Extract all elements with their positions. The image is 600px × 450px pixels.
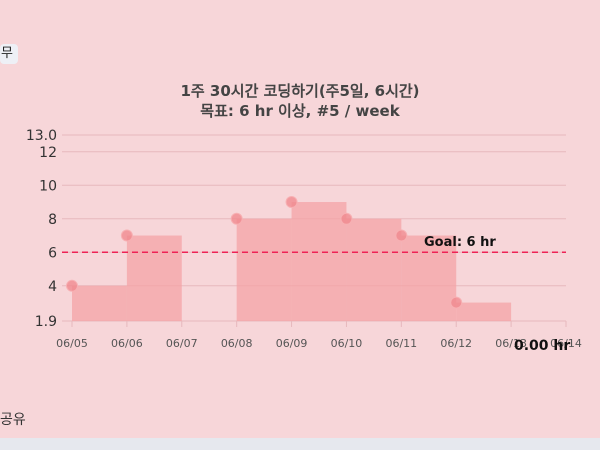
data-point[interactable] [120, 229, 133, 242]
data-point[interactable] [285, 196, 298, 209]
x-tick-label: 06/11 [385, 337, 417, 350]
goal-label: Goal: 6 hr [424, 235, 496, 250]
y-tick-label: 8 [48, 212, 57, 228]
x-tick-label: 06/07 [166, 337, 198, 350]
x-tick-label: 06/13 [495, 337, 527, 350]
y-tick-label: 4 [48, 279, 57, 295]
bar [126, 235, 182, 321]
x-tick-label: 06/06 [111, 337, 143, 350]
total-hours-label: 0.00 hr [514, 338, 570, 354]
share-label[interactable]: 공유 [0, 412, 26, 428]
y-tick-label: 1.9 [35, 314, 57, 330]
bottom-scroll-strip [0, 438, 600, 450]
y-tick-label: 13.0 [26, 128, 57, 144]
chart-subtitle: 목표: 6 hr 이상, #5 / week [200, 102, 400, 120]
y-axis-ticks: 13.012 10 8 6 4 1.9 [26, 128, 57, 330]
bar [346, 218, 402, 321]
bar [72, 285, 127, 321]
data-point[interactable] [230, 212, 243, 225]
side-tab-label[interactable]: 무 [0, 44, 18, 64]
x-tick-label: 06/08 [221, 337, 253, 350]
bar [456, 302, 512, 321]
bar [291, 202, 347, 321]
y-tick-label: 6 [48, 245, 57, 261]
bar [236, 218, 292, 321]
x-tick-label: 06/12 [440, 337, 472, 350]
x-tick-label: 06/05 [56, 337, 88, 350]
y-tick-label: 12 [39, 145, 57, 161]
bar [401, 235, 457, 321]
x-axis-ticks: 06/05 06/06 06/07 06/08 06/09 06/10 06/11 06/12… [56, 337, 582, 350]
data-point[interactable] [450, 296, 463, 309]
data-point[interactable] [340, 212, 353, 225]
chart-title: 1주 30시간 코딩하기(주5일, 6시간) [180, 82, 419, 100]
data-point[interactable] [395, 229, 408, 242]
bar-series [72, 202, 512, 321]
data-point[interactable] [66, 279, 78, 292]
x-tick-label: 06/10 [331, 337, 363, 350]
y-tick-label: 10 [39, 178, 57, 194]
x-tick-label: 06/09 [276, 337, 308, 350]
point-series [66, 196, 463, 309]
x-tick-label: 06/14 [550, 337, 582, 350]
